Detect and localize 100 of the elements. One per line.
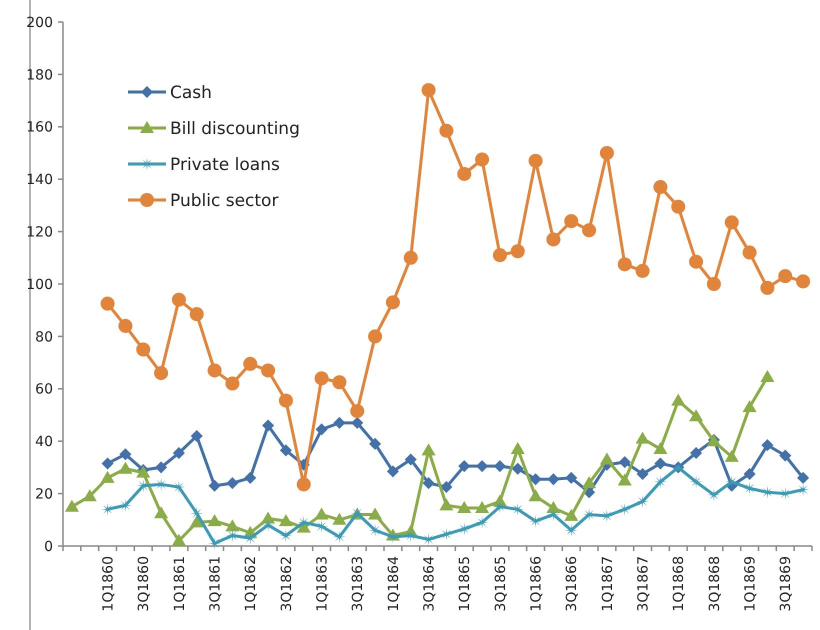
x-tick-label: 3Q1861: [207, 556, 224, 612]
point: [332, 375, 346, 390]
point: [226, 477, 238, 490]
point: [493, 500, 506, 514]
point: [102, 457, 114, 470]
point: [492, 248, 507, 262]
x-tick-label: 3Q1865: [492, 556, 509, 612]
point: [796, 483, 810, 496]
point: [136, 342, 150, 356]
point: [618, 502, 632, 516]
point: [136, 479, 150, 492]
point: [778, 487, 792, 500]
point: [671, 394, 686, 406]
point: [278, 394, 293, 408]
point: [280, 444, 292, 456]
point: [422, 532, 436, 546]
point: [618, 456, 631, 468]
point: [744, 468, 756, 480]
point: [172, 534, 186, 546]
point: [368, 524, 382, 537]
x-tick-label: 1Q1866: [528, 556, 544, 612]
point: [279, 529, 292, 542]
point: [528, 154, 543, 168]
point: [636, 264, 650, 278]
point: [529, 514, 542, 528]
point: [494, 460, 506, 472]
point: [386, 295, 400, 310]
legend-label: Public sector: [170, 190, 278, 211]
point: [743, 482, 756, 495]
point: [618, 257, 632, 272]
y-tick-label: 0: [44, 538, 53, 555]
x-tick-label: 3Q1860: [136, 556, 152, 612]
point: [458, 460, 470, 472]
point: [779, 450, 792, 462]
x-tick-label: 1Q1869: [742, 556, 758, 612]
point: [261, 363, 276, 378]
point: [512, 462, 524, 475]
point: [742, 400, 757, 412]
point: [118, 462, 132, 474]
point: [689, 409, 704, 422]
point: [404, 454, 417, 466]
point: [154, 506, 168, 518]
y-tick-label: 80: [35, 329, 53, 346]
point: [64, 500, 79, 512]
point: [404, 529, 418, 542]
point: [510, 442, 525, 454]
point: [243, 356, 258, 371]
point: [208, 480, 221, 492]
point: [332, 512, 346, 525]
x-tick-label: 3Q1864: [421, 556, 438, 612]
point: [600, 452, 614, 465]
point: [208, 363, 222, 378]
point: [297, 516, 310, 529]
point: [582, 223, 596, 238]
point: [600, 146, 614, 160]
point: [225, 376, 240, 391]
point: [654, 457, 666, 470]
point: [618, 474, 632, 486]
point: [724, 215, 739, 230]
point: [208, 536, 222, 550]
point: [510, 244, 525, 258]
point: [528, 489, 543, 502]
point: [457, 501, 472, 514]
point: [653, 442, 668, 454]
point: [278, 514, 293, 526]
point: [564, 508, 578, 521]
point: [439, 498, 454, 510]
point: [564, 214, 578, 228]
point: [351, 416, 364, 429]
y-tick-label: 200: [26, 14, 53, 31]
point: [82, 489, 97, 502]
point: [296, 477, 311, 492]
point: [458, 522, 471, 536]
point: [386, 465, 399, 478]
legend-label: Cash: [170, 82, 212, 103]
point: [100, 470, 115, 483]
point: [547, 473, 560, 486]
point: [155, 461, 168, 474]
point: [761, 439, 774, 452]
x-tick-label: 1Q1867: [600, 556, 616, 612]
point: [796, 274, 810, 288]
point: [476, 460, 488, 472]
y-tick-label: 100: [26, 276, 53, 293]
point: [671, 200, 686, 214]
x-tick-label: 3Q1866: [564, 556, 580, 612]
point: [564, 524, 578, 537]
point: [119, 448, 132, 460]
x-tick-label: 3Q1867: [635, 556, 652, 612]
point: [475, 501, 490, 514]
legend-label: Bill discounting: [170, 118, 300, 139]
point: [636, 468, 649, 480]
point: [101, 502, 114, 516]
point: [689, 254, 704, 269]
point: [546, 232, 560, 246]
point: [190, 506, 204, 520]
x-tick-label: 1Q1862: [243, 556, 260, 612]
point: [369, 438, 382, 450]
point: [118, 318, 132, 333]
point: [565, 472, 578, 484]
point: [760, 370, 774, 382]
